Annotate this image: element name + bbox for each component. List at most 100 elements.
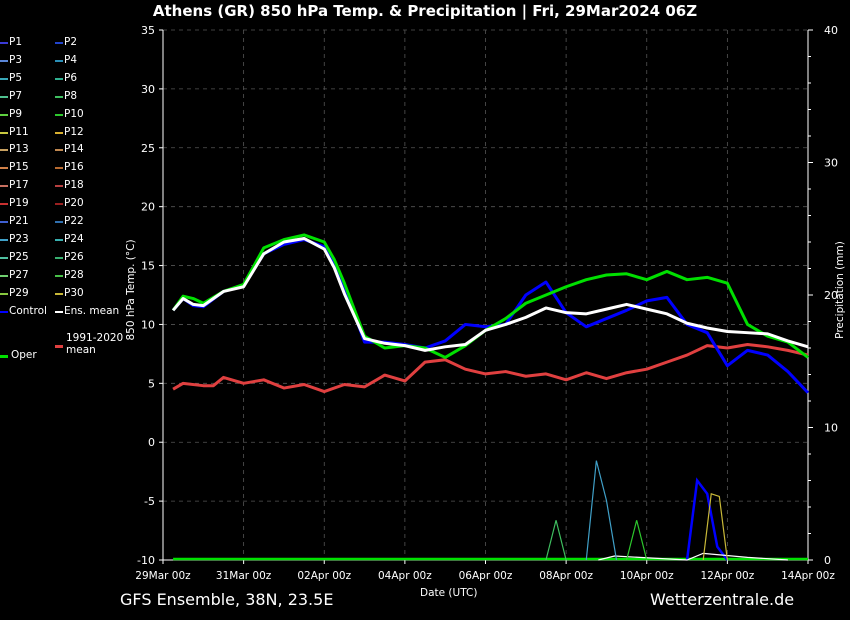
legend-label: P8 <box>64 89 78 102</box>
legend-label: P21 <box>9 215 29 227</box>
legend-swatch <box>55 185 63 188</box>
legend-swatch <box>55 149 63 152</box>
y-tick-label: 15 <box>141 260 155 273</box>
legend-swatch <box>0 113 8 116</box>
legend-swatch <box>55 113 63 116</box>
y-tick-label: -10 <box>137 554 155 567</box>
x-tick-label: 10Apr 00z <box>620 570 674 582</box>
legend-label: Control <box>9 304 47 317</box>
legend-label: P17 <box>9 179 29 192</box>
legend-label: P23 <box>9 232 29 245</box>
legend-label: 1991-2020 mean <box>66 332 124 356</box>
legend-swatch <box>0 310 8 313</box>
legend-swatch <box>55 203 63 206</box>
legend-label: P20 <box>64 197 84 210</box>
precip-line-control <box>685 477 729 561</box>
x-tick-label: 04Apr 00z <box>378 570 432 582</box>
legend-label: P1 <box>9 36 23 48</box>
legend-label: P11 <box>9 125 29 138</box>
precip-line-p30 <box>702 492 728 561</box>
legend-label: P4 <box>64 53 78 66</box>
series-line-ens-mean <box>171 236 809 352</box>
y-tick-label: 10 <box>141 318 155 331</box>
legend-label: Oper <box>11 349 37 361</box>
y-tick-label: 35 <box>141 24 155 37</box>
legend-label: P30 <box>64 286 84 299</box>
precip-line-ens-mean <box>598 552 788 561</box>
legend-label: P16 <box>64 161 84 174</box>
legend-swatch <box>0 149 8 152</box>
legend-label: P19 <box>9 197 29 210</box>
x-tick-label: 06Apr 00z <box>459 570 513 582</box>
y-axis-label: 850 hPa Temp. (°C) <box>125 239 137 340</box>
legend-label: P7 <box>9 89 23 102</box>
y-tick-label: 20 <box>141 201 155 214</box>
y2-tick-label: 10 <box>824 422 838 435</box>
legend-swatch <box>0 185 8 188</box>
legend-swatch <box>0 131 8 134</box>
y-tick-label: 5 <box>148 377 155 390</box>
precip-line-p23 <box>585 460 618 561</box>
x-tick-label: 08Apr 00z <box>539 570 593 582</box>
legend-swatch <box>55 42 63 44</box>
series-line-control <box>171 238 810 394</box>
legend-swatch <box>55 238 63 241</box>
y-tick-label: -5 <box>144 495 155 508</box>
legend-label: P28 <box>64 268 84 281</box>
x-tick-label: 29Mar 00z <box>135 570 191 582</box>
legend-swatch <box>55 310 63 313</box>
x-tick-label: 14Apr 00z <box>781 570 835 582</box>
legend-label: P26 <box>64 250 84 263</box>
footer-source: GFS Ensemble, 38N, 23.5E <box>120 590 334 609</box>
y2-tick-label: 0 <box>824 554 831 567</box>
legend-swatch <box>55 292 63 295</box>
legend-label: P27 <box>9 268 29 281</box>
legend-label: P5 <box>9 71 23 84</box>
legend-swatch <box>0 203 8 206</box>
y2-tick-label: 30 <box>824 157 838 170</box>
legend-swatch <box>55 167 63 170</box>
legend-swatch <box>0 292 8 295</box>
y-tick-label: 0 <box>148 436 155 449</box>
legend-swatch <box>0 42 8 44</box>
legend-swatch <box>0 274 8 277</box>
legend-label: P14 <box>64 143 84 156</box>
legend-label: P3 <box>9 53 23 66</box>
y2-tick-label: 40 <box>824 24 838 37</box>
precip-line-p10 <box>626 520 648 561</box>
legend-swatch <box>0 95 8 98</box>
legend-swatch <box>0 167 8 170</box>
legend-swatch <box>0 355 8 358</box>
x-axis-label: Date (UTC) <box>420 587 478 599</box>
legend-swatch <box>55 95 63 98</box>
legend-label: P13 <box>9 143 29 156</box>
page-title: Athens (GR) 850 hPa Temp. & Precipitatio… <box>152 2 698 20</box>
legend-swatch <box>55 77 63 80</box>
footer-site: Wetterzentrale.de <box>650 590 795 609</box>
legend-label: P15 <box>9 161 29 174</box>
legend-label: P29 <box>9 286 29 299</box>
legend-label: P18 <box>64 179 84 192</box>
legend-swatch <box>55 59 63 62</box>
legend-swatch <box>55 256 63 259</box>
x-tick-label: 31Mar 00z <box>216 570 272 582</box>
legend-label: P22 <box>64 215 84 227</box>
legend-swatch <box>0 59 8 62</box>
y-tick-label: 30 <box>141 83 155 96</box>
legend-swatch <box>0 221 8 223</box>
legend-swatch <box>0 77 8 80</box>
legend-swatch <box>0 256 8 259</box>
legend-label: Ens. mean <box>64 304 120 317</box>
x-tick-label: 12Apr 00z <box>701 570 755 582</box>
legend-label: P2 <box>64 36 78 48</box>
legend-label: P10 <box>64 107 84 120</box>
legend-swatch <box>55 131 63 134</box>
y2-tick-label: 20 <box>824 289 838 302</box>
precip-line-p8 <box>545 520 567 561</box>
legend: P1 P2 P3 P4 P5 P6 P7 P8 P9 P10 P11 P12 P13 P14 P15 P16 P… <box>0 32 135 372</box>
legend-label: P25 <box>9 250 29 263</box>
legend-label: P12 <box>64 125 84 138</box>
x-tick-label: 02Apr 00z <box>297 570 351 582</box>
legend-label: P24 <box>64 232 84 245</box>
